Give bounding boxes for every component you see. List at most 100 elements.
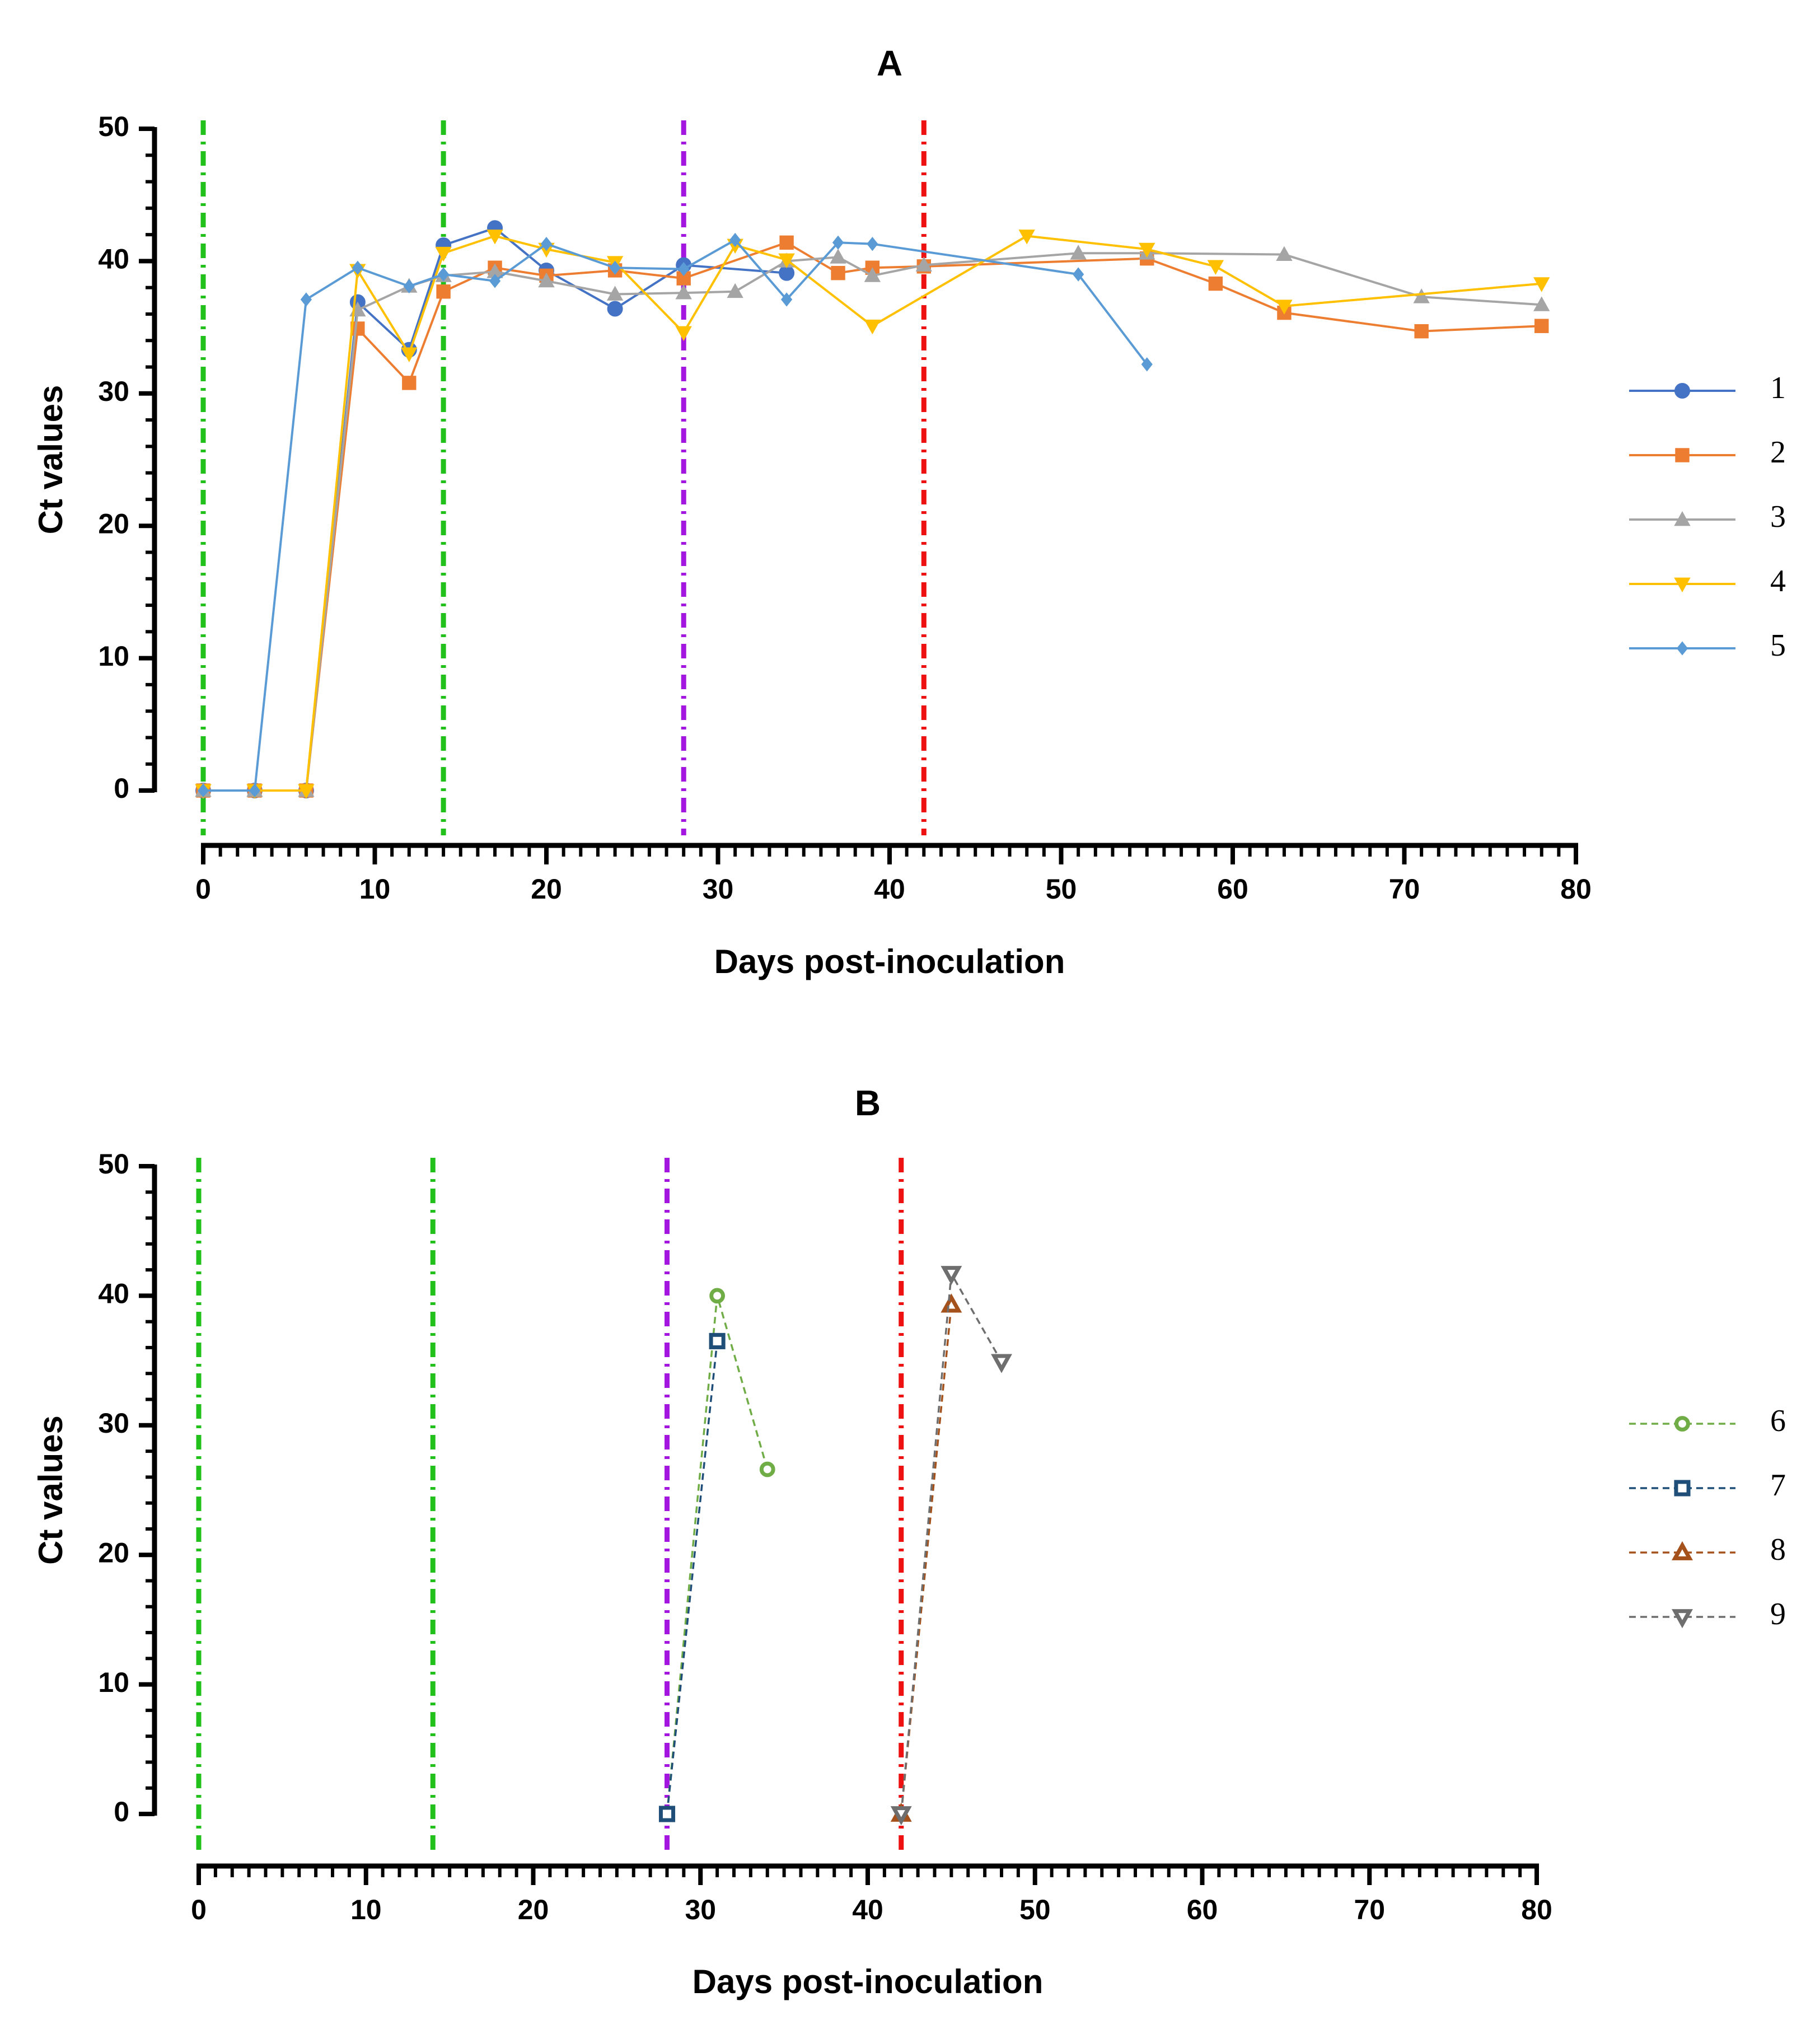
data-point [436, 284, 451, 299]
legend-marker [1676, 641, 1688, 656]
y-axis: 0 10 20 30 40 50 [98, 111, 157, 804]
data-point [489, 274, 501, 288]
y-tick-label: 0 [114, 773, 129, 804]
legend-marker [1674, 383, 1690, 399]
data-point [941, 1293, 962, 1313]
data-point [401, 347, 418, 362]
legend-item: 3 [1629, 499, 1786, 534]
data-point [609, 260, 621, 275]
x-tick-label: 70 [1354, 1894, 1385, 1925]
data-point [1276, 300, 1293, 315]
legend-item: 9 [1629, 1597, 1786, 1631]
legend-label: 2 [1770, 435, 1786, 470]
x-tick-label: 0 [191, 1894, 207, 1925]
legend-label: 8 [1770, 1532, 1786, 1567]
panel-b-chart: B 0 10 20 30 40 50 Ct values 0 10 20 30 40 50 60 70 80 Da… [32, 1083, 1786, 2000]
data-point [352, 260, 363, 275]
y-tick-label: 20 [98, 508, 129, 539]
legend-item: 6 [1629, 1404, 1786, 1438]
x-tick-label: 20 [531, 873, 562, 905]
data-point [759, 1461, 775, 1477]
legend-item: 4 [1629, 564, 1786, 598]
data-point [830, 249, 846, 264]
legend-label: 3 [1770, 499, 1786, 534]
y-tick-label: 40 [98, 244, 129, 275]
data-point [915, 256, 932, 272]
data-point [435, 246, 452, 262]
data-point [1070, 245, 1087, 260]
data-point [1413, 288, 1430, 303]
y-axis: 0 10 20 30 40 50 [98, 1148, 157, 1827]
reference-lines [196, 1158, 904, 1856]
x-tick-label: 60 [1187, 1894, 1218, 1925]
legend-marker [1674, 577, 1691, 593]
data-point [298, 784, 315, 799]
x-tick-label: 10 [350, 1894, 382, 1925]
x-tick-label: 70 [1389, 873, 1420, 905]
legend-marker [1672, 1609, 1693, 1629]
data-point [678, 261, 690, 277]
data-point [864, 267, 881, 282]
x-tick-label: 30 [685, 1894, 716, 1925]
data-point [538, 272, 555, 288]
x-tick-label: 50 [1046, 873, 1077, 905]
y-tick-label: 10 [98, 1667, 129, 1698]
legend-label: 6 [1770, 1404, 1786, 1438]
data-point [1533, 296, 1550, 311]
x-tick-label: 10 [359, 873, 391, 905]
data-point [831, 265, 845, 280]
x-tick-label: 80 [1560, 873, 1592, 905]
x-tick-label: 80 [1521, 1894, 1552, 1925]
data-point [779, 235, 794, 250]
x-axis-title: Days post-inoculation [693, 1963, 1044, 2000]
y-axis-title: Ct values [32, 1415, 69, 1565]
y-tick-label: 50 [98, 1148, 129, 1180]
legend-marker [1674, 511, 1691, 526]
data-point [1414, 324, 1429, 339]
legend-item: 2 [1629, 435, 1786, 470]
series-line [900, 1304, 953, 1815]
legend-item: 5 [1629, 628, 1786, 663]
legend-label: 4 [1770, 564, 1786, 598]
legend-marker [1675, 448, 1690, 462]
series-1 [195, 220, 795, 798]
x-tick-label: 40 [852, 1894, 883, 1925]
data-point [1208, 276, 1223, 291]
data-point [1139, 242, 1155, 258]
series-line [203, 235, 1542, 792]
x-tick-label: 60 [1217, 873, 1248, 905]
data-point [607, 301, 623, 317]
data-point [249, 783, 261, 798]
y-tick-label: 40 [98, 1278, 129, 1310]
panel-a-chart: A 0 10 20 30 40 50 Ct values 0 10 20 30 40 50 60 70 80 Da… [32, 43, 1786, 980]
data-point [486, 230, 503, 245]
data-point [864, 319, 881, 335]
data-point [675, 284, 692, 300]
y-tick-label: 10 [98, 640, 129, 672]
series-line [900, 1273, 1003, 1815]
series-6 [659, 1288, 775, 1822]
x-tick-label: 30 [703, 873, 734, 905]
x-axis: 0 10 20 30 40 50 60 70 80 [191, 1863, 1552, 1925]
x-axis-title: Days post-inoculation [714, 943, 1065, 980]
data-point [709, 1332, 726, 1349]
x-axis: 0 10 20 30 40 50 60 70 80 [195, 843, 1592, 905]
series-4 [195, 230, 1550, 799]
data-point [867, 237, 878, 251]
data-point [1207, 260, 1224, 275]
legend-item: 7 [1629, 1468, 1786, 1503]
data-point [727, 283, 743, 298]
legend-item: 8 [1629, 1532, 1786, 1567]
y-tick-label: 30 [98, 1408, 129, 1439]
data-point [540, 237, 553, 251]
data-point [729, 232, 741, 247]
y-tick-label: 50 [98, 111, 129, 142]
data-point [832, 235, 844, 250]
x-tick-label: 50 [1019, 1894, 1051, 1925]
series-5 [197, 232, 1153, 798]
y-tick-label: 20 [98, 1537, 129, 1568]
chart-title: B [855, 1083, 881, 1123]
series-line [203, 239, 1148, 792]
series-line [203, 227, 787, 792]
